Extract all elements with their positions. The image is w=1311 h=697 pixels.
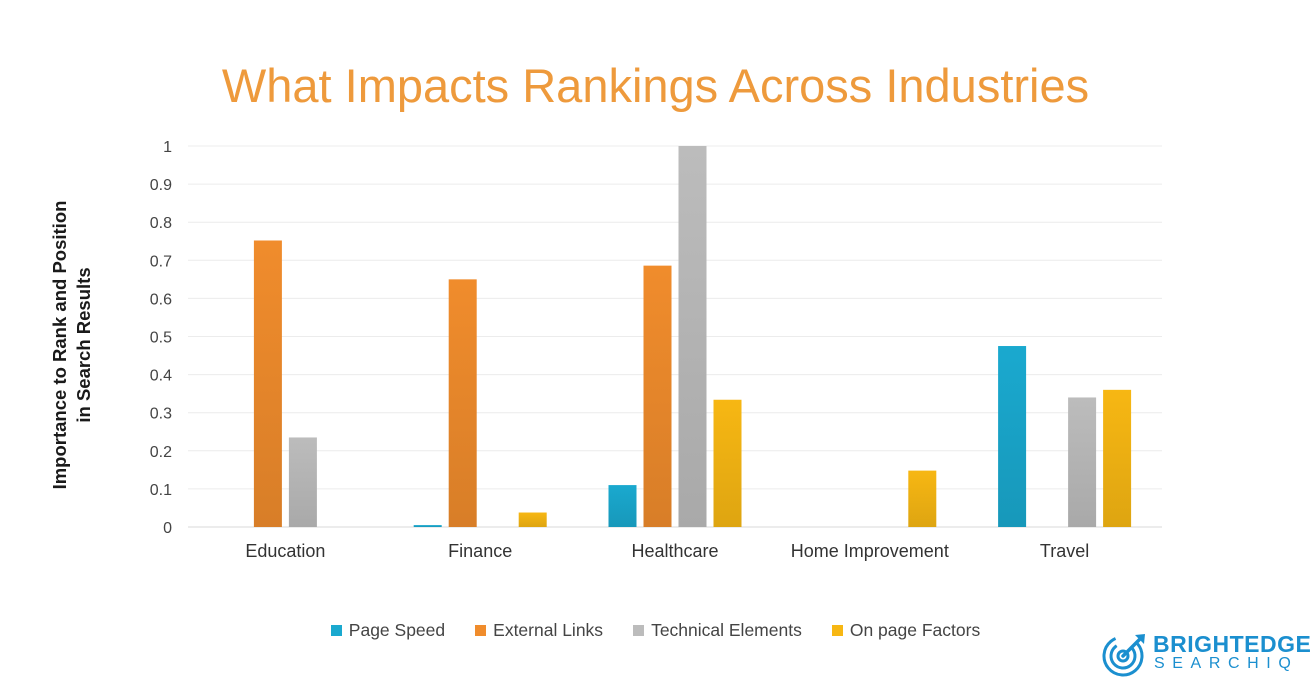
y-tick-label: 0.2 — [150, 444, 172, 461]
y-tick-label: 0.4 — [150, 368, 172, 385]
bar — [713, 399, 742, 527]
logo-text-brightedge: BRIGHTEDGE — [1153, 631, 1311, 657]
y-tick-label: 0.7 — [150, 253, 172, 270]
brand-logo: BRIGHTEDGE SEARCHIQ — [1101, 628, 1311, 678]
legend-item: Page Speed — [330, 620, 446, 641]
y-tick-label: 0.5 — [150, 330, 172, 347]
x-tick-label: Travel — [1040, 541, 1089, 561]
y-tick-label: 1 — [163, 139, 172, 156]
bar — [608, 485, 637, 527]
y-tick-label: 0.9 — [150, 177, 172, 194]
bar — [253, 240, 282, 527]
y-tick-label: 0 — [163, 520, 172, 537]
legend-label: On page Factors — [849, 620, 981, 640]
y-tick-label: 0.8 — [150, 215, 172, 232]
bar — [908, 470, 937, 527]
bar — [288, 437, 317, 527]
bar — [643, 265, 672, 527]
legend-swatch — [330, 625, 342, 636]
y-tick-label: 0.6 — [150, 291, 172, 308]
legend-item: Technical Elements — [633, 620, 802, 641]
bar — [518, 512, 547, 527]
bar — [1103, 389, 1132, 527]
bar — [1068, 397, 1097, 527]
legend-swatch — [475, 625, 487, 636]
x-tick-label: Home Improvement — [791, 541, 949, 561]
x-tick-label: Healthcare — [631, 541, 718, 561]
legend-item: On page Factors — [831, 620, 981, 641]
y-tick-label: 0.1 — [150, 482, 172, 499]
bar — [678, 146, 707, 527]
x-tick-label: Finance — [448, 541, 512, 561]
legend-swatch — [831, 625, 843, 636]
legend-label: External Links — [493, 620, 604, 640]
legend-item: External Links — [475, 620, 603, 641]
legend: Page Speed External Links Technical Elemen… — [0, 620, 1311, 641]
logo-text-searchiq: SEARCHIQ — [1154, 655, 1299, 672]
y-tick-label: 0.3 — [150, 406, 172, 423]
target-arrow-icon — [1102, 634, 1145, 677]
chart-title: What Impacts Rankings Across Industries — [221, 59, 1090, 112]
legend-label: Page Speed — [348, 620, 446, 640]
bar — [998, 346, 1027, 527]
legend-swatch — [633, 625, 645, 636]
bar — [448, 279, 477, 527]
legend-label: Technical Elements — [651, 620, 802, 640]
bar — [413, 525, 442, 527]
x-tick-label: Education — [245, 541, 325, 561]
